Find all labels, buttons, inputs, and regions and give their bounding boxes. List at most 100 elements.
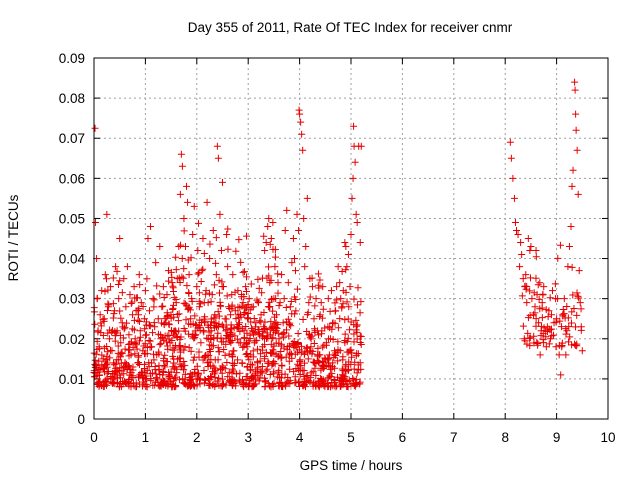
data-point-cloud bbox=[354, 361, 362, 369]
data-point-cloud bbox=[269, 307, 277, 315]
data-point-cloud bbox=[218, 369, 226, 377]
data-point-cloud bbox=[136, 337, 144, 345]
data-point bbox=[575, 267, 583, 275]
data-point-cloud bbox=[151, 363, 159, 371]
data-point-cloud bbox=[311, 302, 319, 310]
data-point-cloud bbox=[278, 353, 286, 361]
data-point-cloud bbox=[318, 314, 326, 322]
data-point bbox=[135, 271, 143, 279]
data-point-cloud bbox=[205, 352, 213, 360]
data-point-cloud bbox=[216, 289, 224, 297]
data-point-cloud bbox=[225, 337, 233, 345]
data-point-cloud bbox=[156, 341, 164, 349]
data-point-cloud bbox=[261, 341, 269, 349]
data-point-cloud bbox=[135, 352, 143, 360]
data-point-cloud bbox=[194, 371, 202, 379]
data-point-cloud bbox=[242, 323, 250, 331]
data-point-cloud bbox=[188, 373, 196, 381]
data-point-cloud bbox=[319, 343, 327, 351]
data-point bbox=[101, 271, 109, 279]
data-point-cloud bbox=[328, 378, 336, 386]
data-point bbox=[283, 206, 291, 214]
y-tick-label: 0.07 bbox=[59, 131, 85, 146]
data-point-cloud bbox=[314, 344, 322, 352]
data-point bbox=[146, 307, 154, 315]
data-point-cloud bbox=[187, 347, 195, 355]
data-point-cloud bbox=[350, 330, 358, 338]
data-point-cloud bbox=[275, 339, 283, 347]
data-point bbox=[310, 315, 318, 323]
data-point-cloud bbox=[153, 375, 161, 383]
data-point-cloud bbox=[170, 301, 178, 309]
data-point-cloud bbox=[333, 296, 341, 304]
data-point-cloud bbox=[190, 368, 198, 376]
data-point-cloud bbox=[539, 336, 547, 344]
data-point-cloud bbox=[343, 298, 351, 306]
data-point-cloud bbox=[178, 255, 186, 263]
data-point-cloud bbox=[222, 315, 230, 323]
data-point bbox=[175, 243, 183, 251]
data-point-cloud bbox=[301, 359, 309, 367]
data-point-cloud bbox=[239, 343, 247, 351]
data-point-cloud bbox=[101, 377, 109, 385]
data-point bbox=[189, 230, 197, 238]
data-point-cloud bbox=[181, 300, 189, 308]
data-point-cloud bbox=[315, 351, 323, 359]
data-point-cloud bbox=[165, 320, 173, 328]
data-point bbox=[516, 263, 524, 271]
data-point-cloud bbox=[160, 294, 168, 302]
data-point-cloud bbox=[286, 349, 294, 357]
data-point-cloud bbox=[121, 345, 129, 353]
data-point bbox=[267, 235, 275, 242]
data-point-cloud bbox=[545, 340, 553, 348]
data-point-cloud bbox=[568, 341, 576, 349]
data-point-cloud bbox=[568, 263, 576, 271]
data-point-cloud bbox=[255, 377, 263, 385]
data-point bbox=[524, 235, 532, 242]
data-point bbox=[178, 162, 186, 170]
data-point-cloud bbox=[309, 367, 317, 375]
data-point-cloud bbox=[150, 296, 158, 304]
data-point-cloud bbox=[336, 315, 344, 323]
data-point-cloud bbox=[235, 320, 243, 328]
data-point-cloud bbox=[180, 366, 188, 374]
data-point-cloud bbox=[571, 340, 579, 348]
data-point-cloud bbox=[94, 328, 102, 336]
data-point-cloud bbox=[109, 274, 117, 282]
data-point-cloud bbox=[237, 293, 245, 301]
data-point bbox=[161, 363, 169, 371]
data-point-cloud bbox=[239, 268, 247, 276]
data-point bbox=[199, 235, 207, 242]
data-point-cloud bbox=[145, 363, 153, 371]
data-point-cloud bbox=[248, 324, 256, 332]
data-point bbox=[334, 263, 342, 271]
data-point bbox=[262, 239, 270, 247]
data-point-cloud bbox=[139, 302, 147, 310]
data-point bbox=[572, 126, 580, 134]
data-point-cloud bbox=[277, 354, 285, 362]
axis-ticks: 0 1 2 3 4 5 6 7 8 9 10 0 0.01 0.02 0.03 0.04 0.05 0.06 0.0… bbox=[59, 51, 616, 445]
y-tick-label: 0.04 bbox=[59, 252, 86, 267]
data-point-cloud bbox=[269, 360, 277, 368]
data-point-cloud bbox=[238, 302, 246, 310]
data-point-cloud bbox=[208, 368, 216, 376]
data-point-cloud bbox=[234, 310, 242, 318]
data-point-cloud bbox=[114, 281, 122, 289]
data-points bbox=[90, 78, 586, 391]
data-point-cloud bbox=[199, 356, 207, 364]
data-point bbox=[571, 78, 579, 86]
data-point-cloud bbox=[283, 346, 291, 354]
data-point bbox=[343, 263, 351, 271]
data-point-cloud bbox=[298, 342, 306, 350]
data-point bbox=[546, 335, 554, 343]
data-point-cloud bbox=[258, 346, 266, 354]
data-point-cloud bbox=[297, 362, 305, 370]
data-point-cloud bbox=[262, 348, 270, 356]
data-point-cloud bbox=[290, 338, 298, 346]
data-point-cloud bbox=[259, 333, 267, 341]
data-point-cloud bbox=[180, 346, 188, 354]
data-point bbox=[183, 182, 191, 190]
data-point-cloud bbox=[269, 245, 277, 253]
data-point-cloud bbox=[104, 368, 112, 375]
data-point-cloud bbox=[203, 359, 211, 367]
